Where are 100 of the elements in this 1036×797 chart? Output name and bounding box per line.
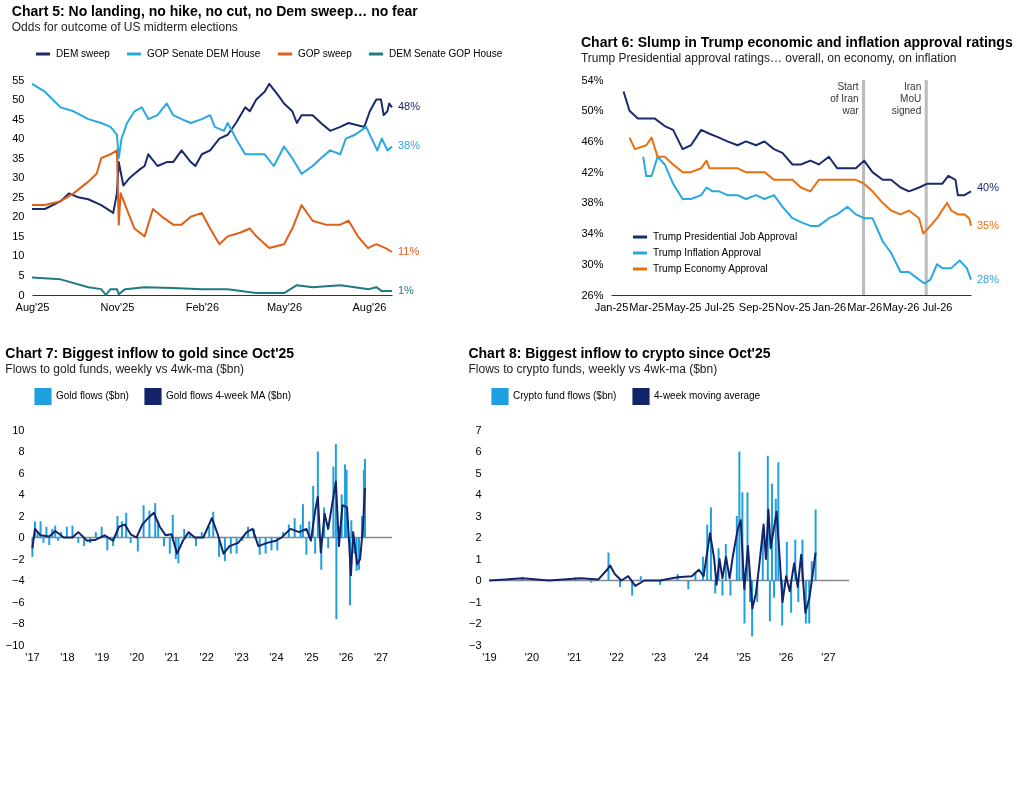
- y-tick-label: 6: [475, 445, 482, 457]
- y-tick-label: −2: [11, 552, 25, 565]
- legend-label: Trump Economy Approval: [653, 263, 768, 274]
- chart-title: Chart 8: Biggest inflow to crypto since Oct'25: [468, 345, 771, 361]
- x-tick-label: Aug'25: [15, 300, 50, 313]
- legend-label: Trump Inflation Approval: [653, 247, 762, 258]
- y-tick-label: 54%: [581, 73, 604, 86]
- x-tick-label: '27: [821, 650, 836, 663]
- annotation: 1%: [398, 284, 415, 297]
- x-tick-label: May'26: [266, 300, 303, 313]
- y-tick-label: 50: [12, 93, 25, 106]
- y-tick-label: 42%: [581, 165, 604, 178]
- y-tick-label: −3: [468, 638, 482, 651]
- x-tick-label: '17: [25, 650, 40, 663]
- x-tick-label: Jan-25: [594, 300, 629, 313]
- y-tick-label: 45: [12, 112, 25, 125]
- y-tick-label: 30: [12, 171, 25, 184]
- x-tick-label: '22: [609, 650, 624, 663]
- annotation: 28%: [977, 272, 1000, 285]
- y-tick-label: 35: [12, 151, 25, 164]
- x-tick-label: '27: [373, 650, 389, 663]
- chart-subtitle: Flows to gold funds, weekly vs 4wk-ma ($bn): [5, 362, 245, 376]
- x-tick-label: '25: [736, 650, 751, 663]
- y-tick-label: −2: [468, 617, 482, 629]
- y-tick-label: 10: [12, 423, 25, 436]
- y-tick-label: −10: [5, 638, 25, 651]
- x-tick-label: Aug'26: [352, 300, 387, 313]
- y-tick-label: −1: [468, 595, 482, 608]
- x-tick-label: Mar-26: [847, 300, 883, 313]
- x-tick-label: '26: [778, 650, 794, 663]
- y-tick-label: −4: [11, 574, 25, 586]
- y-tick-label: 40: [12, 132, 25, 145]
- annotation: 48%: [398, 100, 421, 113]
- y-tick-label: 7: [475, 423, 482, 436]
- legend-label: GOP sweep: [298, 48, 353, 59]
- y-tick-label: 38%: [581, 196, 604, 209]
- y-tick-label: 30%: [581, 257, 604, 270]
- y-tick-label: 1: [475, 552, 482, 565]
- chart-title: Chart 7: Biggest inflow to gold since Oct'25: [5, 345, 295, 361]
- x-tick-label: '19: [482, 650, 497, 663]
- y-tick-label: 0: [18, 531, 25, 543]
- x-tick-label: '23: [234, 650, 249, 663]
- x-tick-label: Jul-25: [704, 300, 735, 313]
- ref-line-label: Iran MoU signed: [891, 81, 922, 116]
- chart-subtitle: Flows to crypto funds, weekly vs 4wk-ma ($bn): [468, 362, 718, 376]
- x-tick-label: Nov-25: [775, 300, 811, 313]
- ref-line-label: Start of Iran war: [830, 81, 860, 116]
- x-tick-label: May-26: [882, 300, 920, 313]
- y-tick-label: 46%: [581, 134, 604, 147]
- x-tick-label: '20: [129, 650, 145, 663]
- x-tick-label: '22: [199, 650, 214, 663]
- y-tick-label: 20: [12, 210, 25, 223]
- y-tick-label: 6: [18, 466, 25, 479]
- x-tick-label: '19: [95, 650, 110, 663]
- x-tick-label: '21: [567, 650, 582, 663]
- y-tick-label: 50%: [581, 104, 604, 117]
- x-tick-label: Nov'25: [100, 300, 135, 313]
- legend-label: DEM Senate GOP House: [389, 48, 503, 59]
- x-tick-label: Jan-26: [812, 300, 847, 313]
- chart-title: Chart 6: Slump in Trump economic and inflation approval ratings: [580, 34, 1013, 50]
- y-tick-label: 26%: [581, 288, 604, 301]
- x-tick-label: Sep-25: [738, 300, 775, 313]
- chart-subtitle: Trump Presidential approval ratings… overall, on economy, on inflation: [580, 51, 957, 65]
- legend-label: Gold flows ($bn): [56, 390, 129, 402]
- y-tick-label: 5: [475, 466, 482, 479]
- y-tick-label: 25: [12, 190, 25, 203]
- chart-subtitle: Odds for outcome of US midterm elections: [11, 20, 238, 34]
- chart-title: Chart 5: No landing, no hike, no cut, no Dem sweep… no fear: [11, 3, 419, 19]
- x-tick-label: '18: [60, 650, 75, 663]
- y-tick-label: 34%: [581, 227, 604, 240]
- legend-label: DEM sweep: [56, 48, 111, 59]
- legend-label: GOP Senate DEM House: [147, 48, 261, 59]
- x-tick-label: '21: [164, 650, 180, 663]
- x-tick-label: '24: [269, 650, 284, 663]
- y-tick-label: 3: [475, 509, 482, 522]
- annotation: 11%: [398, 245, 420, 257]
- legend-label: 4-week moving average: [654, 390, 761, 402]
- annotation: 38%: [398, 139, 421, 152]
- y-tick-label: 4: [18, 488, 25, 500]
- x-tick-label: May-25: [664, 300, 702, 313]
- x-tick-label: '23: [651, 650, 667, 663]
- x-tick-label: Feb'26: [185, 300, 219, 313]
- x-tick-label: Jul-26: [922, 300, 953, 313]
- x-tick-label: Mar-25: [629, 300, 665, 313]
- y-tick-label: 55: [12, 73, 25, 86]
- y-tick-label: 0: [475, 574, 482, 586]
- x-tick-label: '26: [339, 650, 354, 663]
- y-tick-label: −6: [11, 595, 25, 608]
- y-tick-label: 10: [12, 249, 25, 262]
- annotation: 40%: [977, 180, 1000, 193]
- y-tick-label: 15: [12, 229, 25, 242]
- x-tick-label: '24: [694, 650, 709, 663]
- y-tick-label: −8: [11, 617, 25, 629]
- y-tick-label: 4: [475, 488, 482, 500]
- legend-label: Gold flows 4-week MA ($bn): [166, 390, 292, 402]
- y-tick-label: 2: [475, 531, 482, 543]
- legend-label: Trump Presidential Job Approval: [653, 231, 798, 242]
- y-tick-label: 5: [18, 268, 25, 281]
- y-tick-label: 2: [18, 509, 25, 522]
- y-tick-label: 0: [18, 288, 25, 301]
